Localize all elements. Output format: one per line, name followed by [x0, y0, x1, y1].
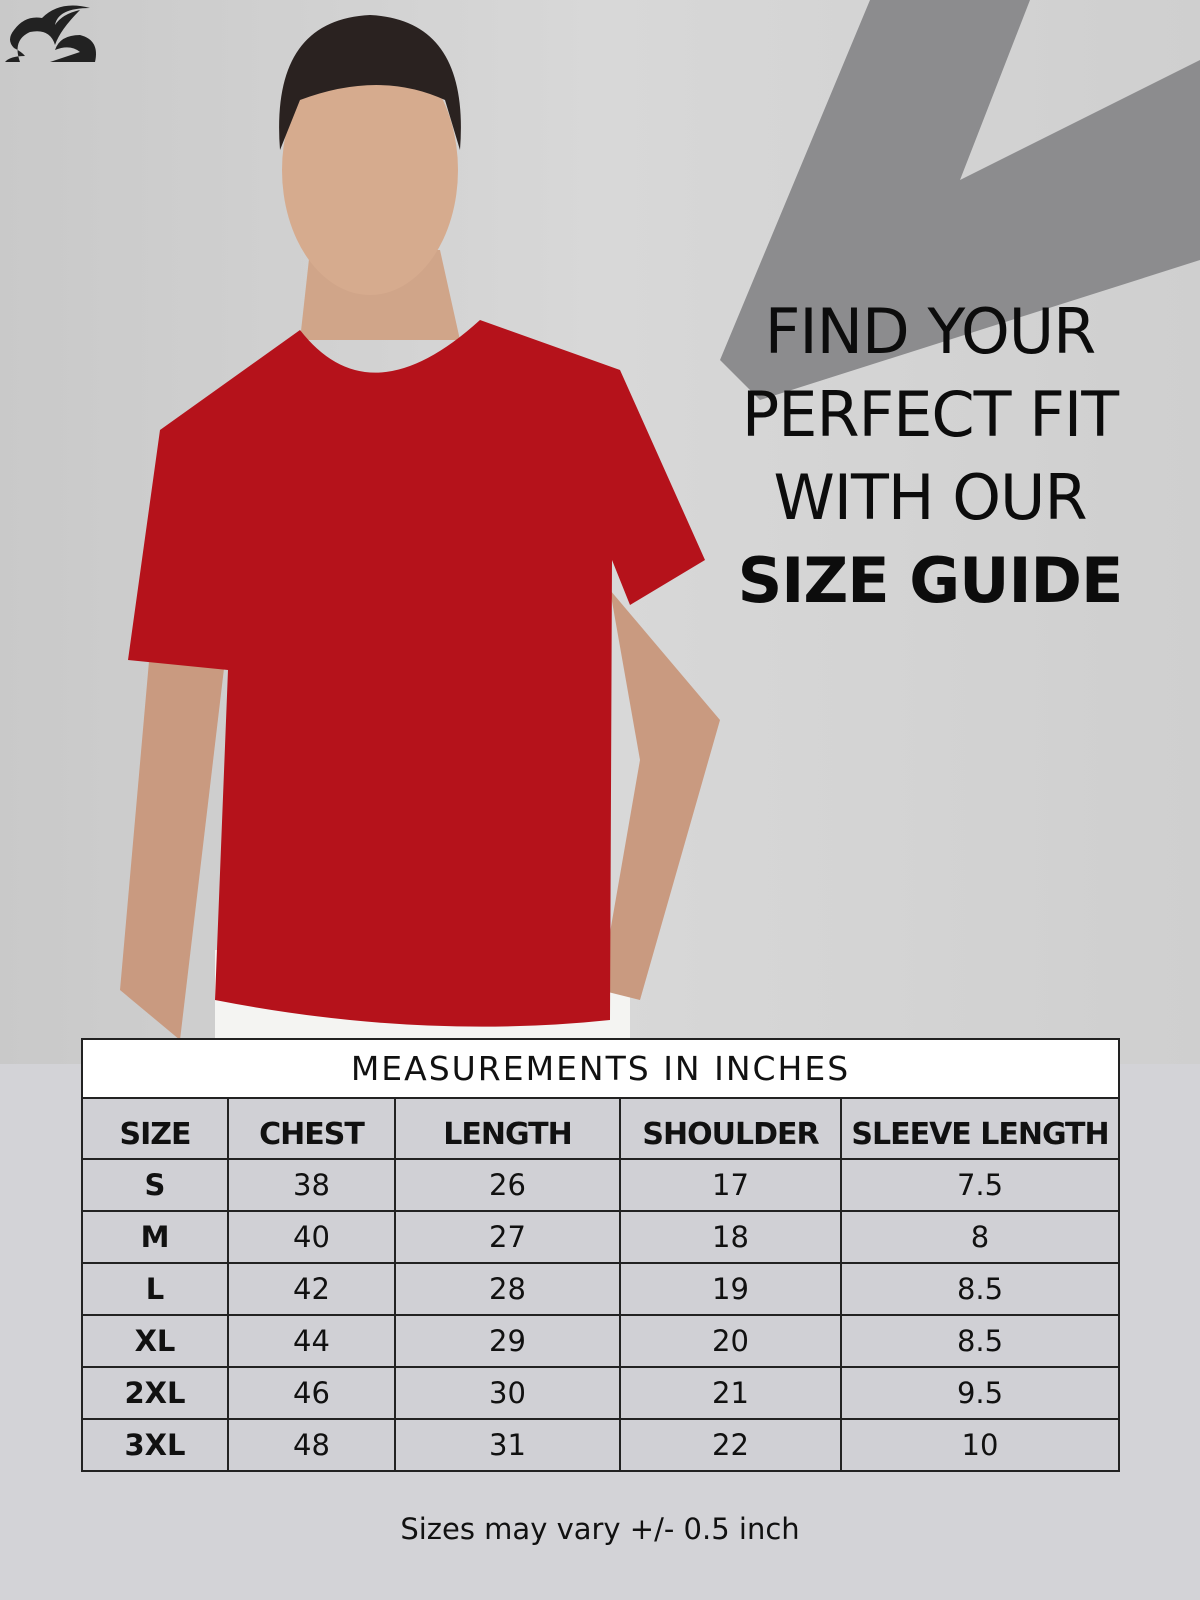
headline-line: PERFECT FIT — [741, 378, 1119, 451]
measurement-cell: 22 — [619, 1418, 842, 1472]
hair — [279, 15, 461, 150]
size-cell: XL — [81, 1314, 229, 1368]
table-row: 2XL 46 30 21 9.5 — [81, 1366, 1120, 1420]
column-header: SIZE — [81, 1097, 229, 1160]
measurement-cell: 29 — [394, 1314, 621, 1368]
rabbit-logo — [5, 5, 96, 63]
table-row: L 42 28 19 8.5 — [81, 1262, 1120, 1316]
size-cell: S — [81, 1158, 229, 1212]
column-header: LENGTH — [394, 1097, 621, 1160]
table-row: M 40 27 18 8 — [81, 1210, 1120, 1264]
model-illustration — [120, 0, 1200, 1064]
measurement-cell: 17 — [619, 1158, 842, 1212]
headline-line: WITH OUR — [773, 461, 1087, 534]
table-row: S 38 26 17 7.5 — [81, 1158, 1120, 1212]
table-row: XL 44 29 20 8.5 — [81, 1314, 1120, 1368]
measurement-cell: 19 — [619, 1262, 842, 1316]
table-row: 3XL 48 31 22 10 — [81, 1418, 1120, 1472]
measurement-cell: 48 — [227, 1418, 396, 1472]
measurement-cell: 20 — [619, 1314, 842, 1368]
size-cell: L — [81, 1262, 229, 1316]
measurement-cell: 21 — [619, 1366, 842, 1420]
size-cell: 2XL — [81, 1366, 229, 1420]
measurement-cell: 38 — [227, 1158, 396, 1212]
measurement-cell: 18 — [619, 1210, 842, 1264]
measurement-cell: 40 — [227, 1210, 396, 1264]
model-photo — [0, 0, 1200, 1064]
measurement-cell: 26 — [394, 1158, 621, 1212]
measurement-cell: 8.5 — [840, 1262, 1120, 1316]
size-variance-note: Sizes may vary +/- 0.5 inch — [400, 1512, 800, 1546]
measurement-cell: 44 — [227, 1314, 396, 1368]
red-tshirt — [128, 320, 705, 1027]
size-cell: 3XL — [81, 1418, 229, 1472]
right-arm — [600, 590, 720, 1000]
measurement-cell: 8.5 — [840, 1314, 1120, 1368]
measurement-cell: 8 — [840, 1210, 1120, 1264]
headline-line: FIND YOUR — [764, 295, 1097, 368]
measurement-cell: 27 — [394, 1210, 621, 1264]
column-header: SHOULDER — [619, 1097, 842, 1160]
measurement-cell: 30 — [394, 1366, 621, 1420]
face — [282, 45, 458, 295]
headline-emphasis: SIZE GUIDE — [737, 544, 1124, 617]
measurement-cell: 31 — [394, 1418, 621, 1472]
left-arm — [120, 650, 225, 1040]
size-chart-table: MEASUREMENTS IN INCHES SIZE CHEST LENGTH… — [81, 1038, 1120, 1472]
measurement-cell: 10 — [840, 1418, 1120, 1472]
measurement-cell: 28 — [394, 1262, 621, 1316]
measurement-cell: 7.5 — [840, 1158, 1120, 1212]
table-title: MEASUREMENTS IN INCHES — [81, 1038, 1120, 1099]
column-header: SLEEVE LENGTH — [840, 1097, 1120, 1160]
column-header: CHEST — [227, 1097, 396, 1160]
measurement-cell: 9.5 — [840, 1366, 1120, 1420]
size-cell: M — [81, 1210, 229, 1264]
headline: FIND YOUR PERFECT FIT WITH OUR SIZE GUID… — [700, 290, 1160, 622]
background-stripe — [720, 0, 1200, 400]
measurement-cell: 46 — [227, 1366, 396, 1420]
measurement-cell: 42 — [227, 1262, 396, 1316]
